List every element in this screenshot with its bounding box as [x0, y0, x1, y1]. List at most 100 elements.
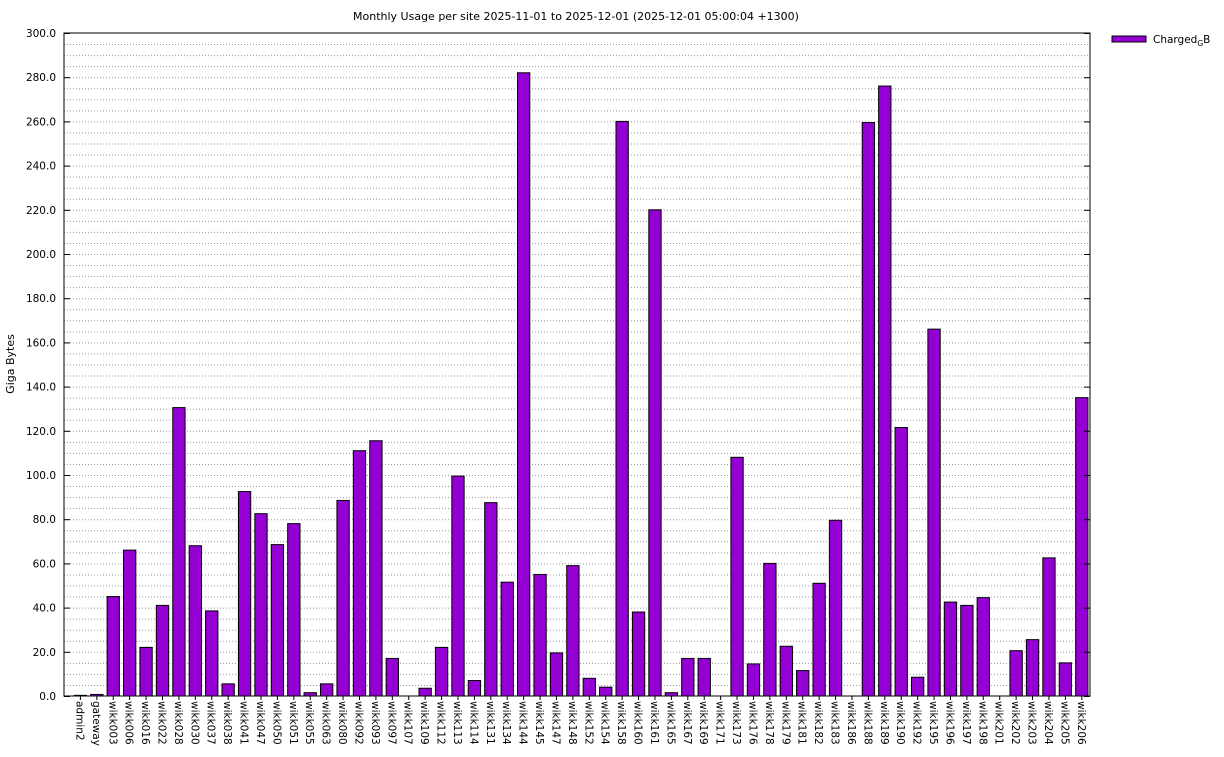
x-tick-label: wikk158	[615, 701, 627, 745]
bar-wikk131	[484, 502, 498, 697]
x-tick-label: wikk178	[763, 701, 775, 745]
y-ticks: 0.0 20.0 40.0 60.0 80.0 100.0 120.0 140.0 160.0 1…	[26, 28, 1090, 703]
legend-series-name: Charged	[1153, 34, 1197, 46]
x-tick-label: wikk093	[369, 701, 381, 745]
bar-wikk154	[599, 686, 613, 697]
bar-wikk047	[254, 513, 268, 697]
bar-wikk182	[812, 582, 826, 697]
x-tick-label: wikk144	[517, 701, 529, 745]
bars	[73, 72, 1089, 697]
x-tick-label: wikk197	[960, 701, 972, 745]
x-tick-label: wikk003	[106, 701, 118, 745]
legend: ChargedGB	[1111, 34, 1210, 48]
x-tick-label: wikk192	[911, 701, 923, 745]
bar-wikk188	[861, 122, 876, 697]
bar-wikk206	[1075, 397, 1089, 697]
plot-frame	[63, 32, 1091, 697]
bar-wikk169	[697, 657, 711, 697]
x-tick-label: wikk016	[139, 701, 151, 745]
bar-wikk022	[155, 604, 170, 697]
bar-wikk179	[779, 645, 793, 697]
grid-lines	[64, 44, 1090, 686]
y-tick-label: 60.0	[33, 558, 56, 570]
bar-wikk050	[270, 544, 285, 697]
x-tick-label: wikk050	[270, 701, 282, 745]
y-tick-label: 240.0	[26, 161, 56, 173]
x-tick-label: wikk202	[1009, 701, 1021, 745]
x-tick-label: wikk148	[566, 701, 578, 745]
x-tick-label: wikk195	[927, 701, 939, 745]
x-tick-label: wikk203	[1026, 701, 1038, 745]
bar-wikk190	[894, 426, 908, 697]
x-ticks: admin2 gateway wikk003 wikk006 wikk016 wikk02…	[73, 696, 1087, 746]
bar-wikk063	[320, 683, 334, 697]
bar-wikk114	[467, 680, 482, 697]
x-tick-label: wikk097	[385, 701, 397, 745]
bar-wikk051	[287, 523, 301, 697]
bar-wikk167	[681, 657, 695, 697]
bar-wikk080	[336, 499, 350, 697]
y-tick-label: 220.0	[26, 205, 56, 217]
y-tick-label: 300.0	[26, 28, 56, 40]
bar-wikk196	[943, 601, 958, 697]
x-tick-label: wikk051	[287, 701, 299, 745]
bar-wikk161	[648, 209, 662, 697]
y-tick-label: 280.0	[26, 72, 56, 84]
x-tick-label: wikk167	[681, 701, 693, 745]
x-tick-label: wikk188	[861, 701, 873, 745]
y-tick-label: 160.0	[26, 337, 56, 349]
x-tick-label: wikk183	[829, 701, 841, 745]
bar-wikk152	[582, 677, 596, 697]
x-tick-label: wikk134	[500, 701, 512, 745]
x-tick-label: wikk201	[993, 701, 1005, 745]
y-tick-label: 40.0	[33, 603, 56, 615]
y-axis-label: Giga Bytes	[4, 334, 17, 394]
x-tick-label: wikk063	[320, 701, 332, 745]
bar-wikk037	[205, 610, 219, 697]
bar-wikk176	[746, 663, 761, 697]
legend-label: ChargedGB	[1153, 34, 1210, 48]
legend-series-suffix: B	[1203, 34, 1210, 46]
bar-wikk003	[106, 596, 120, 697]
x-tick-label: wikk190	[894, 701, 906, 745]
legend-swatch	[1111, 35, 1147, 43]
x-tick-label: wikk080	[336, 701, 348, 745]
x-tick-label: wikk112	[435, 701, 447, 745]
x-tick-label: wikk055	[303, 701, 315, 745]
bar-wikk160	[631, 611, 646, 697]
bar-wikk192	[910, 676, 925, 697]
x-tick-label: wikk206	[1075, 701, 1087, 745]
x-tick-label: wikk189	[878, 701, 890, 745]
x-tick-label: wikk161	[648, 701, 660, 745]
bar-wikk197	[960, 604, 974, 697]
x-tick-label: wikk171	[714, 701, 726, 745]
y-tick-label: 120.0	[26, 426, 56, 438]
x-tick-label: wikk152	[582, 701, 594, 745]
bar-wikk097	[385, 657, 399, 697]
x-tick-label: wikk179	[779, 701, 791, 745]
y-tick-label: 260.0	[26, 116, 56, 128]
x-tick-label: wikk006	[123, 701, 135, 745]
x-tick-label: wikk205	[1058, 701, 1070, 745]
x-tick-label: wikk113	[451, 701, 463, 745]
x-tick-label: wikk165	[664, 701, 676, 745]
legend-series-subscript: G	[1197, 39, 1203, 48]
y-tick-label: 200.0	[26, 249, 56, 261]
x-tick-label: wikk092	[352, 701, 364, 745]
bar-wikk158	[615, 120, 629, 697]
x-tick-label: wikk131	[484, 701, 496, 745]
bar-wikk181	[796, 670, 810, 697]
bar-wikk145	[533, 573, 547, 697]
bar-wikk028	[172, 407, 186, 697]
x-tick-label: wikk186	[845, 701, 857, 745]
bar-wikk016	[139, 646, 153, 697]
x-tick-label: wikk145	[533, 701, 545, 745]
y-tick-label: 0.0	[39, 691, 56, 703]
bar-wikk093	[369, 440, 383, 697]
x-tick-label: wikk047	[254, 701, 266, 745]
x-tick-label: wikk198	[976, 701, 988, 745]
bar-wikk092	[352, 450, 367, 697]
x-tick-label: admin2	[73, 701, 85, 741]
bar-wikk147	[549, 652, 564, 697]
